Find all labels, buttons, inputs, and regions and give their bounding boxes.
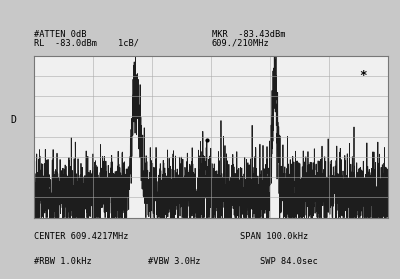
Text: SPAN 100.0kHz: SPAN 100.0kHz — [240, 232, 308, 240]
Text: #RBW 1.0kHz: #RBW 1.0kHz — [34, 257, 92, 266]
Text: CENTER 609.4217MHz: CENTER 609.4217MHz — [34, 232, 128, 240]
Text: *: * — [360, 69, 367, 82]
Text: MKR  -83.43dBm: MKR -83.43dBm — [212, 30, 286, 39]
Text: #ATTEN 0dB: #ATTEN 0dB — [34, 30, 86, 39]
Text: RL  -83.0dBm    1cB/: RL -83.0dBm 1cB/ — [34, 38, 139, 47]
Text: D: D — [10, 115, 16, 125]
Text: SWP 84.0sec: SWP 84.0sec — [260, 257, 318, 266]
Text: #VBW 3.0Hz: #VBW 3.0Hz — [148, 257, 200, 266]
Text: 609./210MHz: 609./210MHz — [212, 38, 270, 47]
